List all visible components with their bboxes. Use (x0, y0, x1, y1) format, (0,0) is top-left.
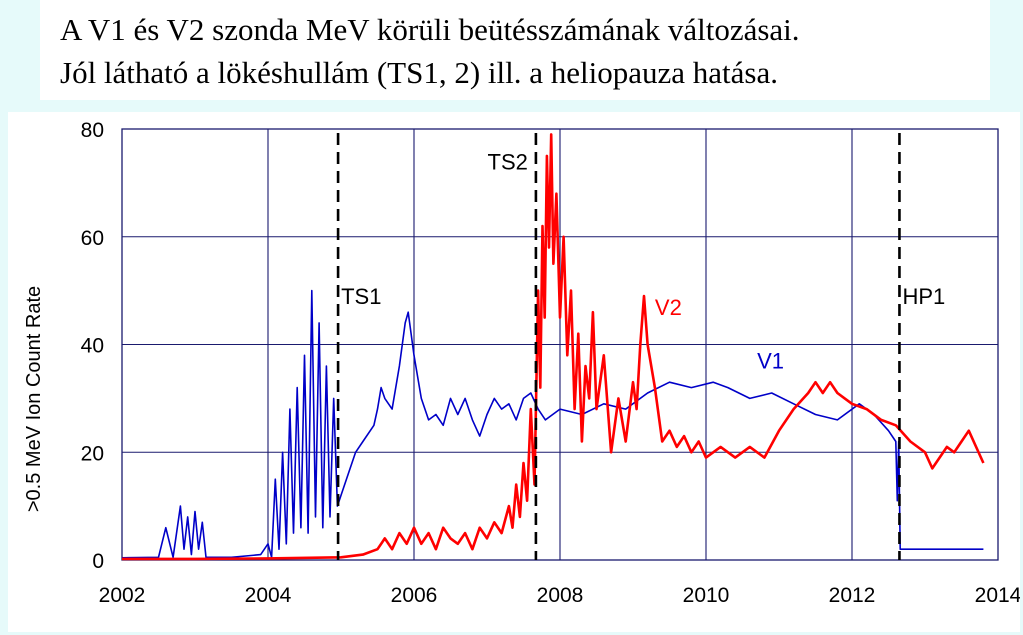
y-tick-label: 40 (81, 335, 104, 358)
title-box: A V1 és V2 szonda MeV körüli beütésszámá… (40, 0, 990, 100)
y-tick-label: 20 (81, 442, 104, 465)
y-tick-label: 80 (81, 119, 104, 142)
y-tick-label: 0 (92, 550, 104, 573)
x-tick-label: 2012 (829, 584, 876, 607)
series-line-v2 (122, 133, 985, 561)
x-tick-label: 2002 (99, 584, 146, 607)
series-layer: V1 V2 (121, 133, 985, 561)
event-label-hp1: HP1 (902, 284, 945, 309)
event-label-ts1: TS1 (341, 284, 381, 309)
x-tick-label: 2004 (245, 584, 292, 607)
grid-layer (121, 128, 999, 561)
y-tick-label: 60 (81, 227, 104, 250)
x-tick-label: 2010 (683, 584, 730, 607)
tick-layer: 2002 2004 2006 2008 2010 2012 2014 0 20 40 60 80 (81, 119, 1020, 607)
x-tick-label: 2008 (537, 584, 584, 607)
series-label-v1: V1 (757, 349, 784, 374)
title-line-1: A V1 és V2 szonda MeV körüli beütésszámá… (60, 12, 800, 47)
event-layer: TS1 TS2 HP1 (336, 133, 945, 560)
series-line-v1 (121, 289, 984, 559)
x-tick-label: 2014 (975, 584, 1020, 607)
series-label-v2: V2 (655, 295, 682, 320)
title-line-2: Jól látható a lökéshullám (TS1, 2) ill. … (60, 55, 778, 90)
chart-panel: V1 V2 TS1 TS2 HP1 2002 2004 2006 2008 2010 2012 2… (8, 112, 1020, 632)
y-axis-label: >0.5 MeV Ion Count Rate (23, 286, 45, 512)
x-tick-label: 2006 (391, 584, 438, 607)
event-label-ts2: TS2 (488, 149, 528, 174)
